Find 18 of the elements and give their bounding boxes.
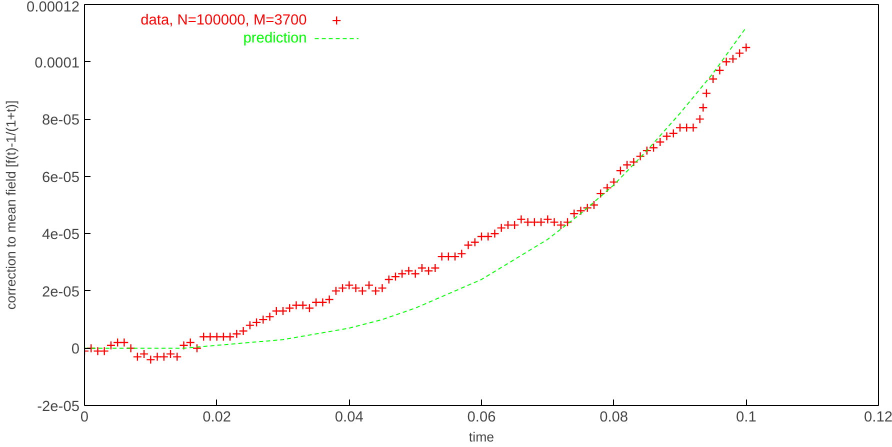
x-tick-label: 0.04 bbox=[334, 410, 364, 426]
legend-label: data, N=100000, M=3700 bbox=[140, 12, 307, 29]
legend-label: prediction bbox=[243, 30, 307, 47]
y-tick-label: 0 bbox=[71, 342, 80, 358]
x-tick-label: 0.08 bbox=[600, 410, 628, 426]
y-tick-label: -2e-05 bbox=[37, 399, 80, 415]
x-tick-label: 0.02 bbox=[202, 410, 232, 426]
y-tick-label: 2e-05 bbox=[42, 284, 80, 300]
x-tick-label: 0.1 bbox=[736, 410, 756, 426]
x-tick-label: 0.06 bbox=[467, 410, 496, 426]
x-tick-label: 0.12 bbox=[864, 410, 892, 426]
y-tick-label: 0.00012 bbox=[26, 0, 80, 16]
y-axis-title: correction to mean field [f(t)-1/(1+t)] bbox=[4, 100, 19, 310]
y-tick-label: 6e-05 bbox=[42, 170, 80, 186]
y-tick-label: 0.0001 bbox=[34, 55, 80, 72]
y-tick-label: 4e-05 bbox=[42, 227, 80, 244]
x-axis-title: time bbox=[468, 430, 494, 444]
y-tick-label: 8e-05 bbox=[42, 112, 80, 129]
